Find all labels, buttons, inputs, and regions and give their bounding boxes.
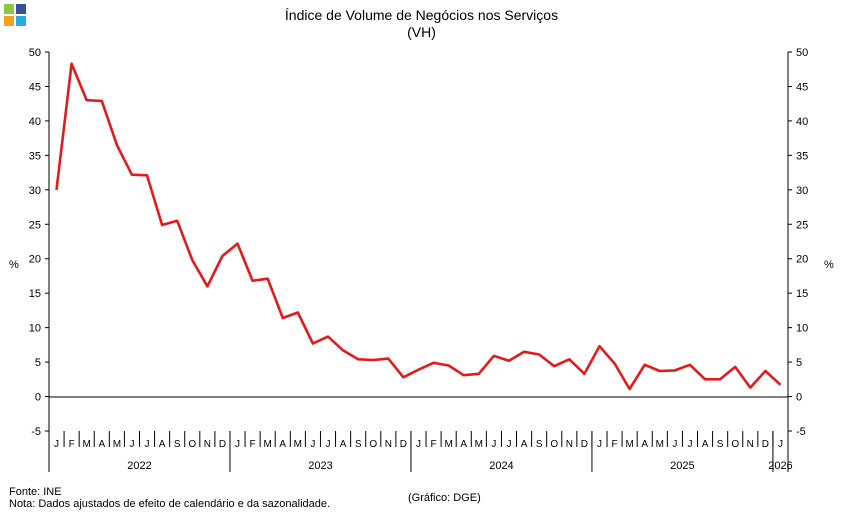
x-month-label: M xyxy=(83,439,91,450)
x-month-label: S xyxy=(355,439,362,450)
x-month-label: M xyxy=(444,439,452,450)
x-month-label: J xyxy=(326,439,331,450)
x-month-label: J xyxy=(54,439,59,450)
x-month-label: N xyxy=(747,439,754,450)
y-tick-label-left: -5 xyxy=(31,426,41,438)
y-tick-label-left: 15 xyxy=(29,288,41,300)
y-tick-label-right: 5 xyxy=(796,357,802,369)
y-tick-label-left: 40 xyxy=(29,116,41,128)
credit-text: (Gráfico: DGE) xyxy=(408,492,481,504)
y-axis-label-left: % xyxy=(9,259,19,271)
chart-subtitle: (VH) xyxy=(407,24,436,40)
y-tick-label-left: 20 xyxy=(29,254,41,266)
x-month-label: F xyxy=(612,439,618,450)
x-year-label: 2026 xyxy=(768,460,792,472)
x-month-label: D xyxy=(762,439,769,450)
y-tick-label-right: 45 xyxy=(796,81,808,93)
y-tick-label-right: 10 xyxy=(796,323,808,335)
x-month-label: A xyxy=(340,439,347,450)
x-month-label: J xyxy=(491,439,496,450)
note-text: Nota: Dados ajustados de efeito de calen… xyxy=(9,498,331,510)
x-month-label: O xyxy=(188,439,196,450)
logo-square-cyan xyxy=(16,16,26,26)
x-month-label: D xyxy=(219,439,226,450)
y-tick-label-right: 50 xyxy=(796,47,808,59)
x-year-label: 2022 xyxy=(127,460,151,472)
series-line xyxy=(55,62,782,391)
ine-logo-icon xyxy=(4,4,26,26)
y-tick-label-left: 25 xyxy=(29,219,41,231)
y-tick-label-right: -5 xyxy=(796,426,806,438)
source-text: Fonte: INE xyxy=(9,486,62,498)
x-year-label: 2023 xyxy=(308,460,332,472)
x-month-label: J xyxy=(778,439,783,450)
x-month-label: M xyxy=(625,439,633,450)
x-month-label: F xyxy=(69,439,75,450)
y-tick-label-left: 5 xyxy=(35,357,41,369)
x-month-label: J xyxy=(129,439,134,450)
x-month-label: M xyxy=(264,439,272,450)
x-month-label: O xyxy=(731,439,739,450)
x-month-label: D xyxy=(400,439,407,450)
x-month-label: O xyxy=(369,439,377,450)
x-month-label: M xyxy=(475,439,483,450)
y-tick-label-right: 15 xyxy=(796,288,808,300)
y-tick-label-left: 0 xyxy=(35,392,41,404)
x-month-label: J xyxy=(235,439,240,450)
x-month-label: J xyxy=(310,439,315,450)
x-month-label: O xyxy=(550,439,558,450)
x-year-label: 2024 xyxy=(489,460,513,472)
logo-square-green xyxy=(4,4,14,14)
x-month-label: J xyxy=(672,439,677,450)
chart-title-block: Índice de Volume de Negócios nos Serviço… xyxy=(0,7,843,41)
y-tick-label-left: 50 xyxy=(29,47,41,59)
x-month-label: A xyxy=(702,439,709,450)
x-month-label: J xyxy=(506,439,511,450)
y-tick-label-right: 0 xyxy=(796,392,802,404)
x-month-label: J xyxy=(687,439,692,450)
x-month-label: J xyxy=(145,439,150,450)
y-axis-ticks: -5 -5 0 0 5 5 10 10 15 15 20 20 25 25 30 30 35 35 40 40 45 45… xyxy=(29,47,809,438)
x-month-label: F xyxy=(431,439,437,450)
x-month-label: F xyxy=(250,439,256,450)
x-month-label: D xyxy=(581,439,588,450)
x-month-label: S xyxy=(174,439,181,450)
x-month-label: N xyxy=(204,439,211,450)
x-month-label: S xyxy=(536,439,543,450)
y-tick-label-right: 20 xyxy=(796,254,808,266)
x-month-label: A xyxy=(641,439,648,450)
x-month-label: N xyxy=(385,439,392,450)
x-month-label: M xyxy=(113,439,121,450)
x-month-label: N xyxy=(566,439,573,450)
y-tick-label-left: 45 xyxy=(29,81,41,93)
x-month-label: M xyxy=(656,439,664,450)
y-tick-label-right: 25 xyxy=(796,219,808,231)
y-tick-label-right: 30 xyxy=(796,185,808,197)
x-year-label: 2025 xyxy=(670,460,694,472)
y-tick-label-left: 35 xyxy=(29,150,41,162)
y-tick-label-right: 35 xyxy=(796,150,808,162)
logo-square-orange xyxy=(4,16,14,26)
x-month-label: J xyxy=(597,439,602,450)
chart-title: Índice de Volume de Negócios nos Serviço… xyxy=(284,7,559,23)
axes xyxy=(48,52,789,431)
x-month-label: A xyxy=(159,439,166,450)
x-month-label: A xyxy=(98,439,105,450)
y-tick-label-left: 10 xyxy=(29,323,41,335)
x-month-label: S xyxy=(717,439,724,450)
y-tick-label-left: 30 xyxy=(29,185,41,197)
x-month-label: A xyxy=(279,439,286,450)
x-month-label: M xyxy=(294,439,302,450)
x-month-label: J xyxy=(416,439,421,450)
x-month-label: A xyxy=(521,439,528,450)
y-tick-label-right: 40 xyxy=(796,116,808,128)
x-month-label: A xyxy=(460,439,467,450)
y-axis-label-right: % xyxy=(824,259,834,271)
logo-square-blue xyxy=(16,4,26,14)
